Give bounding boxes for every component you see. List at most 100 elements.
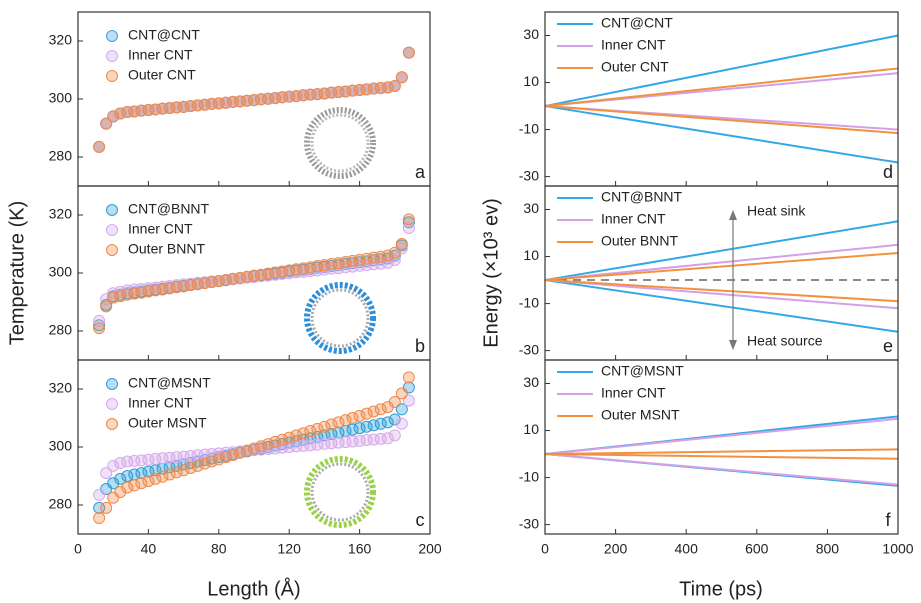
nanotube-icon: [304, 107, 376, 179]
data-point: [269, 435, 282, 448]
panel-label: e: [883, 336, 893, 356]
data-point: [402, 394, 415, 407]
y-axis-title: Temperature (K): [6, 201, 28, 346]
legend-marker: [106, 224, 118, 236]
data-point: [395, 387, 408, 400]
x-tick-label: 80: [211, 541, 227, 557]
data-point: [360, 420, 373, 433]
data-point: [107, 477, 120, 490]
data-point: [304, 425, 317, 438]
panel-label: b: [415, 336, 425, 356]
line: [544, 34, 899, 108]
x-tick-label: 1000: [882, 541, 913, 557]
panel: 280 300 320 CNT@BNNT Inner CNT Outer BNNT b: [49, 185, 431, 361]
x-tick-label: 200: [418, 541, 442, 557]
line: [544, 252, 899, 282]
data-point: [93, 140, 106, 153]
line: [544, 279, 899, 310]
legend-label: Inner CNT: [601, 37, 666, 53]
x-tick-label: 0: [74, 541, 82, 557]
data-point: [177, 464, 190, 477]
data-point: [114, 456, 127, 469]
line: [544, 67, 899, 108]
data-point: [297, 427, 310, 440]
plot-frame: [77, 359, 431, 535]
data-point: [240, 444, 253, 457]
line: [544, 279, 899, 303]
data-point: [163, 468, 176, 481]
data-point: [360, 407, 373, 420]
data-point: [395, 238, 408, 250]
data-point: [332, 426, 345, 439]
data-point: [100, 117, 113, 130]
line: [544, 448, 899, 456]
data-point: [107, 287, 120, 300]
y-tick-label: 30: [523, 26, 539, 42]
y-tick-label: -10: [519, 468, 539, 484]
data-point: [374, 417, 387, 430]
data-point: [191, 459, 204, 472]
legend-marker: [106, 244, 118, 256]
y-tick-label: 30: [523, 374, 539, 390]
arrow-head: [729, 340, 737, 350]
legend-label: Outer CNT: [601, 59, 669, 75]
y-tick-label: 280: [49, 148, 73, 164]
x-tick-label: 120: [278, 541, 302, 557]
y-tick-label: -10: [519, 120, 539, 136]
plot-frame: [544, 185, 899, 361]
legend-label: Outer MSNT: [128, 415, 207, 431]
data-point: [388, 413, 401, 426]
panel: 280 300 320 CNT@CNT Inner CNT Outer CNT a: [49, 11, 431, 187]
data-point: [339, 414, 352, 427]
legend-label: CNT@BNNT: [601, 189, 683, 205]
y-tick-label: 300: [49, 90, 73, 106]
line: [544, 453, 899, 460]
data-point: [262, 438, 275, 451]
data-point: [107, 459, 120, 472]
legend-marker: [106, 398, 118, 410]
legend-label: Inner CNT: [601, 385, 666, 401]
x-axis-title: Time (ps): [679, 578, 763, 600]
legend-label: CNT@CNT: [601, 15, 673, 31]
data-point: [325, 418, 338, 431]
annotation: Heat sink: [747, 203, 806, 219]
legend-label: CNT@MSNT: [601, 363, 684, 379]
data-point: [114, 290, 127, 303]
legend-marker: [106, 50, 118, 62]
data-point: [93, 512, 106, 525]
panel-label: c: [416, 510, 425, 530]
y-tick-label: 10: [523, 421, 539, 437]
legend-marker: [106, 418, 118, 430]
plot-frame: [544, 11, 899, 187]
panel-label: f: [885, 510, 891, 530]
x-tick-label: 0: [541, 541, 549, 557]
annotation: Heat source: [747, 333, 823, 349]
y-tick-label: 300: [49, 264, 73, 280]
data-point: [170, 459, 183, 472]
y-tick-label: 10: [523, 247, 539, 263]
panel: -30 -10 10 30 CNT@CNT Inner CNT Outer CNT d: [519, 11, 899, 187]
legend-label: Outer BNNT: [128, 241, 205, 257]
nanotube-icon: [304, 456, 376, 528]
data-point: [381, 432, 394, 445]
panel: 280 300 320 0 40 80 120 160 200 CNT@MSNT Inner CNT…: [49, 359, 442, 557]
x-axis-title: Length (Å): [207, 577, 300, 600]
data-point: [381, 81, 394, 94]
data-point: [170, 466, 183, 479]
data-point: [353, 409, 366, 422]
y-axis-title: Energy (×10³ ev): [480, 198, 502, 348]
data-point: [128, 479, 141, 492]
data-point: [402, 213, 415, 226]
data-point: [346, 423, 359, 436]
y-tick-label: 30: [523, 200, 539, 216]
data-point: [205, 455, 218, 468]
data-point: [135, 467, 148, 480]
data-point: [107, 291, 120, 304]
data-point: [226, 448, 239, 461]
nanotube-icon: [304, 282, 376, 354]
legend-marker: [106, 204, 118, 216]
line: [544, 105, 899, 135]
legend-label: Inner CNT: [128, 47, 193, 63]
data-point: [381, 416, 394, 429]
legend-label: Inner CNT: [601, 211, 666, 227]
